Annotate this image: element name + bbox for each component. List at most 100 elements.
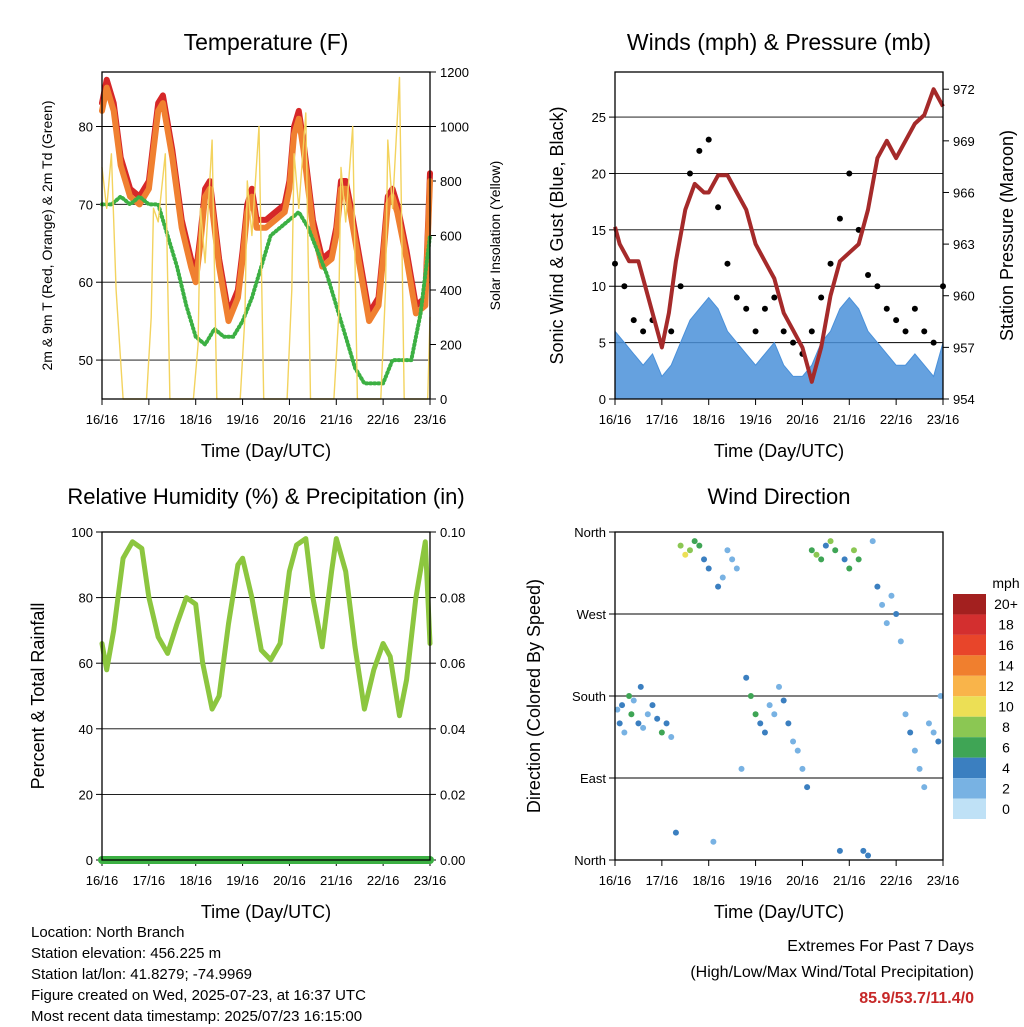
y2-tick-label: 972 [953, 82, 975, 97]
x-axis-label: Time (Day/UTC) [201, 902, 331, 922]
direction-point [818, 556, 825, 563]
gust-point [677, 283, 684, 290]
gust-point [640, 328, 647, 335]
panel-title: Wind Direction [707, 484, 850, 509]
direction-point [921, 784, 928, 791]
direction-point [715, 583, 722, 590]
station-info: Location: North Branch Station elevation… [31, 922, 366, 1027]
gust-point [930, 339, 937, 346]
y2-tick-label: 0.02 [440, 787, 465, 802]
y2-tick-label: 0.00 [440, 853, 465, 868]
colorbar-swatch [953, 737, 986, 758]
gust-point [846, 170, 853, 177]
y-tick-label: 5 [599, 336, 606, 351]
direction-point [808, 547, 815, 554]
direction-point [874, 583, 881, 590]
direction-point [766, 702, 773, 709]
direction-point [780, 697, 787, 704]
x-tick-label: 17/16 [646, 873, 679, 888]
gust-point [621, 283, 628, 290]
y-tick-label: North [574, 853, 606, 868]
y2-tick-label: 600 [440, 229, 462, 244]
y2-tick-label: 1200 [440, 65, 469, 80]
colorbar-swatch [953, 778, 986, 799]
direction-point [630, 697, 637, 704]
colorbar-swatch [953, 634, 986, 656]
x-tick-label: 19/16 [739, 412, 772, 427]
plot-border [101, 71, 431, 400]
x-tick-label: 20/16 [273, 412, 306, 427]
y-tick-label: 15 [592, 223, 606, 238]
x-tick-label: 21/16 [833, 873, 866, 888]
y-tick-label: 60 [79, 656, 93, 671]
x-tick-label: 17/16 [133, 412, 166, 427]
series-line-2m-td [100, 194, 432, 386]
direction-point [776, 683, 782, 690]
y-axis-label-left: Sonic Wind & Gust (Blue, Black) [547, 106, 567, 364]
y2-tick-label: 966 [953, 185, 975, 200]
gust-point [836, 215, 843, 222]
y-tick-label: East [580, 771, 606, 786]
direction-point [637, 683, 644, 690]
direction-point [658, 729, 665, 736]
direction-point [701, 556, 708, 563]
x-tick-label: 16/16 [599, 412, 632, 427]
direction-point [865, 852, 872, 859]
series-line-9m-t [99, 84, 433, 325]
colorbar-label: 8 [1002, 719, 1010, 735]
direction-point [907, 729, 914, 736]
y2-tick-label: 969 [953, 134, 975, 149]
gust-point [865, 271, 872, 278]
plot-border [101, 531, 431, 861]
y2-tick-label: 963 [953, 237, 975, 252]
wind-pressure-panel: Winds (mph) & Pressure (mb) 0 5 10 15 20 25 954… [547, 29, 1017, 461]
direction-point [836, 847, 843, 854]
y-tick-label: 60 [79, 275, 93, 290]
gust-point [827, 260, 834, 267]
colorbar-title: mph [992, 575, 1019, 591]
x-tick-label: 21/16 [320, 412, 353, 427]
colorbar-swatch [953, 655, 986, 676]
direction-point [628, 711, 635, 718]
gust-point [911, 305, 918, 312]
direction-point [771, 711, 778, 718]
colorbar-label: 10 [998, 699, 1014, 715]
y2-tick-label: 0.08 [440, 591, 465, 606]
gust-point [630, 317, 637, 324]
y2-tick-label: 0 [440, 392, 447, 407]
direction-point [640, 724, 647, 731]
x-tick-label: 19/16 [226, 412, 259, 427]
y-tick-label: West [577, 607, 607, 622]
direction-point [682, 551, 689, 558]
x-tick-label: 22/16 [367, 412, 400, 427]
direction-point [710, 838, 717, 845]
direction-point [794, 747, 801, 754]
direction-point [893, 611, 900, 617]
gust-point [790, 339, 797, 346]
y-tick-label: 10 [592, 279, 606, 294]
extremes-summary: Extremes For Past 7 Days (High/Low/Max W… [690, 934, 974, 1012]
direction-point [785, 720, 792, 727]
y2-tick-label: 0.06 [440, 656, 465, 671]
colorbar-swatch [953, 594, 986, 615]
y2-tick-label: 200 [440, 338, 462, 353]
direction-point [747, 693, 754, 699]
direction-point [925, 720, 932, 727]
y2-tick-label: 800 [440, 174, 462, 189]
y-tick-label: 40 [79, 722, 93, 737]
gust-point [874, 283, 881, 290]
direction-point [911, 747, 918, 754]
gust-point [808, 328, 815, 335]
x-tick-label: 17/16 [646, 412, 679, 427]
gust-point [921, 328, 928, 335]
direction-point [822, 542, 829, 549]
colorbar-swatch [953, 716, 986, 738]
extremes-title: Extremes For Past 7 Days [787, 938, 974, 955]
direction-point [677, 542, 684, 549]
direction-point [935, 738, 942, 745]
x-tick-label: 19/16 [226, 873, 259, 888]
gust-point [883, 305, 890, 312]
direction-point [902, 711, 909, 718]
direction-point [799, 765, 806, 772]
